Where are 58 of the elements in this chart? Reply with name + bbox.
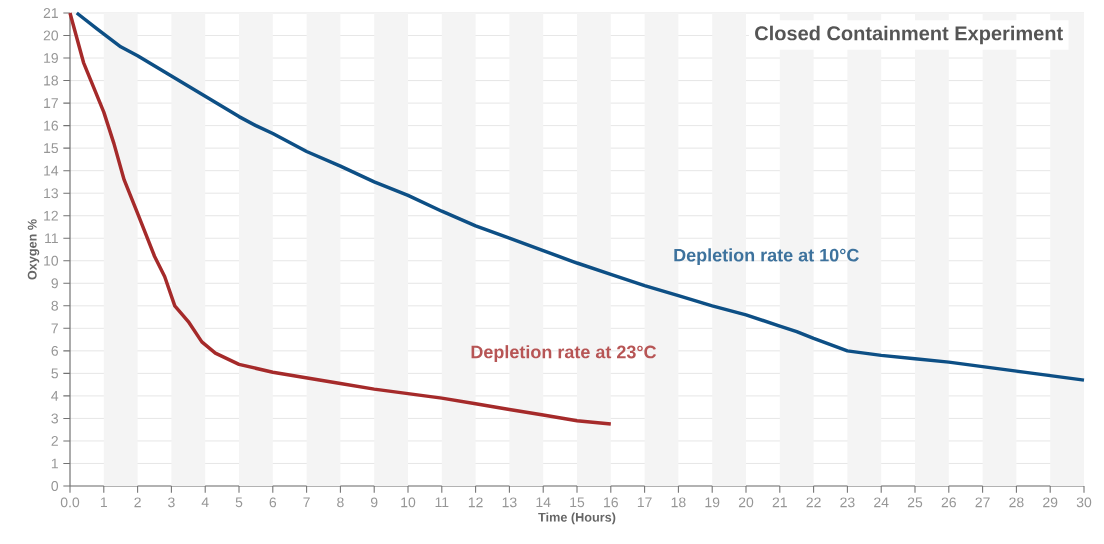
x-tick-label: 22: [806, 497, 821, 508]
x-tick-label: 13: [502, 497, 517, 508]
x-tick-label: 15: [570, 497, 585, 508]
x-tick-label: 19: [705, 497, 720, 508]
x-tick-label: 25: [907, 497, 923, 508]
x-tick-label: 16: [604, 497, 618, 508]
x-tick-label: 11: [435, 497, 449, 508]
x-tick-label: 9: [370, 497, 378, 508]
y-tick-label: 20: [43, 30, 59, 41]
y-tick-label: 13: [44, 188, 59, 199]
y-tick-label: 3: [51, 413, 59, 424]
y-tick-label: 14: [44, 165, 59, 176]
x-tick-label: 29: [1043, 497, 1058, 508]
y-tick-label: 17: [44, 98, 58, 108]
y-tick-label: 18: [44, 75, 59, 86]
x-tick-label: 12: [468, 497, 483, 508]
y-tick-label: 11: [45, 233, 58, 244]
y-axis-title: Oxygen %: [27, 219, 40, 280]
x-tick-label: 26: [941, 497, 956, 508]
x-tick-label: 24: [874, 497, 889, 508]
x-tick-label: 17: [637, 497, 652, 508]
y-tick-label: 21: [43, 8, 58, 18]
x-tick-label: 7: [303, 497, 310, 508]
x-tick-label: 20: [738, 497, 754, 508]
x-tick-label: 5: [235, 497, 243, 508]
x-tick-label: 2: [134, 497, 141, 508]
y-tick-label: 15: [44, 143, 59, 154]
y-tick-label: 8: [51, 300, 59, 311]
x-tick-label: 27: [975, 497, 990, 508]
x-tick-label: 1: [100, 497, 107, 508]
y-tick-label: 9: [51, 278, 58, 289]
y-tick-label: 16: [44, 120, 59, 131]
text: Closed Containment Experiment: [755, 25, 1063, 45]
x-tick-label: 6: [269, 497, 277, 508]
y-tick-label: 19: [44, 53, 58, 64]
x-tick-label: 8: [337, 497, 344, 508]
x-tick-label: 28: [1009, 497, 1024, 508]
y-tick-label: 6: [51, 345, 59, 356]
y-tick-label: 0: [51, 481, 59, 491]
y-tick-label: 2: [51, 436, 58, 446]
x-tick-label: 4: [201, 497, 209, 508]
y-tick-label: 10: [44, 255, 59, 266]
y-tick-label: 5: [51, 368, 59, 379]
x-tick-label: 3: [168, 497, 175, 508]
x-tick-label: 0.0: [60, 497, 80, 508]
series-label: Depletion rate at 10°C: [674, 248, 859, 266]
y-tick-label: 7: [51, 323, 58, 334]
x-tick-label: 30: [1076, 497, 1092, 508]
x-tick-label: 10: [401, 497, 416, 508]
x-axis-title: Time (Hours): [538, 512, 616, 525]
x-tick-label: 14: [536, 497, 551, 508]
x-tick-label: 21: [772, 497, 787, 508]
y-tick-label: 12: [44, 210, 58, 221]
x-tick-label: 23: [840, 497, 855, 508]
y-tick-label: 1: [51, 458, 58, 469]
y-tick-label: 4: [51, 391, 59, 401]
x-tick-label: 18: [671, 497, 686, 508]
text: Depletion rate at 23°C: [471, 345, 657, 362]
